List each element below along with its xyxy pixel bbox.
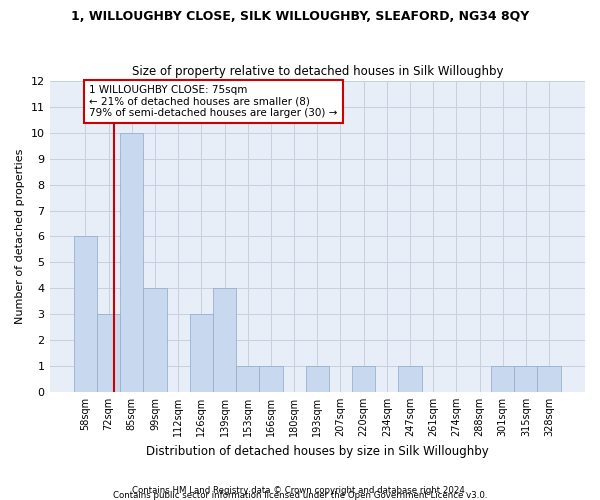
Text: 1 WILLOUGHBY CLOSE: 75sqm
← 21% of detached houses are smaller (8)
79% of semi-d: 1 WILLOUGHBY CLOSE: 75sqm ← 21% of detac… — [89, 85, 337, 118]
Text: Contains public sector information licensed under the Open Government Licence v3: Contains public sector information licen… — [113, 491, 487, 500]
Bar — [514, 366, 538, 392]
Bar — [398, 366, 422, 392]
X-axis label: Distribution of detached houses by size in Silk Willoughby: Distribution of detached houses by size … — [146, 444, 488, 458]
Bar — [143, 288, 167, 392]
Text: Contains HM Land Registry data © Crown copyright and database right 2024.: Contains HM Land Registry data © Crown c… — [132, 486, 468, 495]
Bar — [120, 133, 143, 392]
Bar — [305, 366, 329, 392]
Bar — [259, 366, 283, 392]
Bar — [352, 366, 375, 392]
Bar — [491, 366, 514, 392]
Bar — [213, 288, 236, 392]
Bar — [190, 314, 213, 392]
Bar — [538, 366, 560, 392]
Title: Size of property relative to detached houses in Silk Willoughby: Size of property relative to detached ho… — [131, 66, 503, 78]
Bar — [97, 314, 120, 392]
Text: 1, WILLOUGHBY CLOSE, SILK WILLOUGHBY, SLEAFORD, NG34 8QY: 1, WILLOUGHBY CLOSE, SILK WILLOUGHBY, SL… — [71, 10, 529, 23]
Bar — [236, 366, 259, 392]
Bar — [74, 236, 97, 392]
Y-axis label: Number of detached properties: Number of detached properties — [15, 149, 25, 324]
